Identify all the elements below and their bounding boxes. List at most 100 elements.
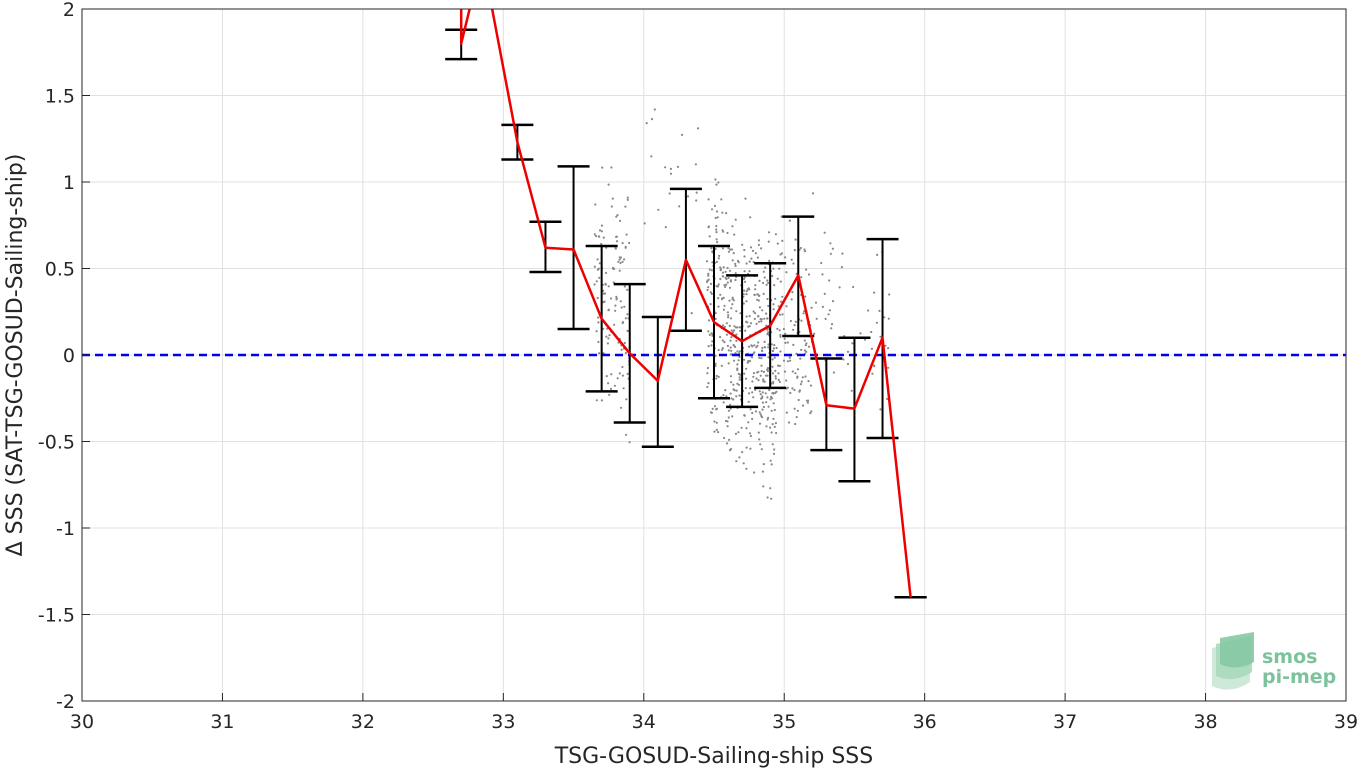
scatter-point (832, 371, 836, 374)
scatter-point (690, 312, 693, 315)
scatter-point (745, 467, 748, 470)
scatter-point (727, 349, 730, 352)
scatter-point (772, 452, 776, 455)
scatter-point (764, 266, 767, 269)
scatter-point (800, 348, 803, 351)
scatter-point (755, 322, 758, 325)
scatter-point (760, 247, 763, 250)
scatter-point (741, 451, 744, 454)
scatter-point (769, 487, 772, 490)
scatter-point (753, 471, 756, 474)
scatter-point (852, 285, 855, 289)
scatter-point (668, 192, 671, 195)
scatter-point (737, 383, 741, 386)
scatter-point (715, 228, 718, 231)
scatter-point (756, 256, 760, 259)
scatter-point (799, 383, 803, 386)
scatter-point (608, 393, 611, 396)
scatter-point (615, 235, 618, 238)
scatter-point (761, 470, 765, 473)
scatter-point (681, 133, 684, 136)
scatter-point (730, 381, 733, 384)
scatter-point (773, 344, 776, 347)
scatter-point (623, 305, 626, 308)
scatter-point (766, 496, 769, 499)
scatter-point (614, 246, 617, 249)
scatter-point (809, 412, 812, 415)
scatter-point (600, 399, 604, 402)
scatter-point (771, 349, 775, 352)
scatter-point (841, 252, 844, 255)
scatter-point (731, 296, 734, 299)
logo-text-pi-mep: pi-mep (1262, 666, 1336, 688)
scatter-point (605, 375, 608, 378)
scatter-point (759, 393, 762, 396)
y-tick-label: 1 (63, 172, 75, 194)
scatter-point (738, 394, 741, 397)
scatter-point (767, 231, 771, 234)
scatter-point (748, 270, 751, 273)
scatter-point (795, 416, 798, 419)
scatter-point (773, 425, 776, 428)
scatter-point (624, 205, 627, 208)
scatter-point (708, 333, 711, 336)
scatter-point (734, 272, 737, 275)
scatter-point (751, 345, 754, 348)
scatter-point (756, 344, 759, 347)
scatter-point (625, 433, 628, 436)
scatter-point (774, 369, 777, 372)
scatter-point (710, 411, 714, 414)
scatter-point (714, 216, 717, 220)
scatter-point (873, 291, 876, 294)
scatter-point (708, 268, 711, 271)
scatter-point (711, 261, 714, 264)
scatter-point (706, 288, 709, 292)
scatter-point (731, 415, 734, 418)
scatter-point (722, 394, 725, 397)
scatter-point (774, 391, 777, 395)
scatter-point (623, 258, 626, 261)
scatter-point (791, 291, 794, 294)
scatter-point (626, 196, 629, 199)
scatter-point (794, 320, 797, 323)
scatter-point (757, 320, 761, 323)
scatter-point (727, 314, 730, 317)
scatter-point (768, 259, 771, 262)
scatter-point (757, 239, 761, 242)
scatter-point (724, 389, 727, 392)
scatter-point (749, 434, 753, 438)
scatter-point (628, 241, 631, 245)
scatter-point (751, 411, 754, 415)
scatter-point (748, 260, 751, 263)
scatter-point (721, 297, 724, 300)
scatter-point (830, 327, 833, 330)
scatter-point (805, 399, 809, 402)
scatter-point (713, 430, 716, 433)
scatter-point (774, 233, 778, 236)
scatter-point (775, 346, 778, 350)
scatter-point (761, 346, 764, 349)
scatter-point (722, 308, 726, 311)
scatter-point (828, 279, 831, 282)
scatter-point (799, 246, 803, 250)
scatter-point (726, 266, 729, 270)
scatter-point (622, 387, 625, 390)
scatter-point (619, 256, 623, 259)
scatter-point (752, 396, 755, 399)
scatter-point (615, 215, 618, 218)
scatter-point (796, 409, 800, 412)
scatter-point (804, 375, 807, 378)
scatter-point (595, 399, 598, 402)
scatter-point (757, 243, 761, 246)
scatter-point (727, 250, 731, 253)
scatter-point (602, 292, 605, 295)
scatter-point (758, 438, 761, 441)
scatter-point (709, 303, 712, 306)
scatter-point (873, 364, 876, 367)
scatter-point (721, 339, 724, 342)
scatter-point (754, 252, 758, 255)
scatter-point (752, 375, 755, 378)
scatter-point (799, 357, 802, 360)
scatter-point (803, 248, 806, 251)
scatter-point (748, 392, 751, 395)
